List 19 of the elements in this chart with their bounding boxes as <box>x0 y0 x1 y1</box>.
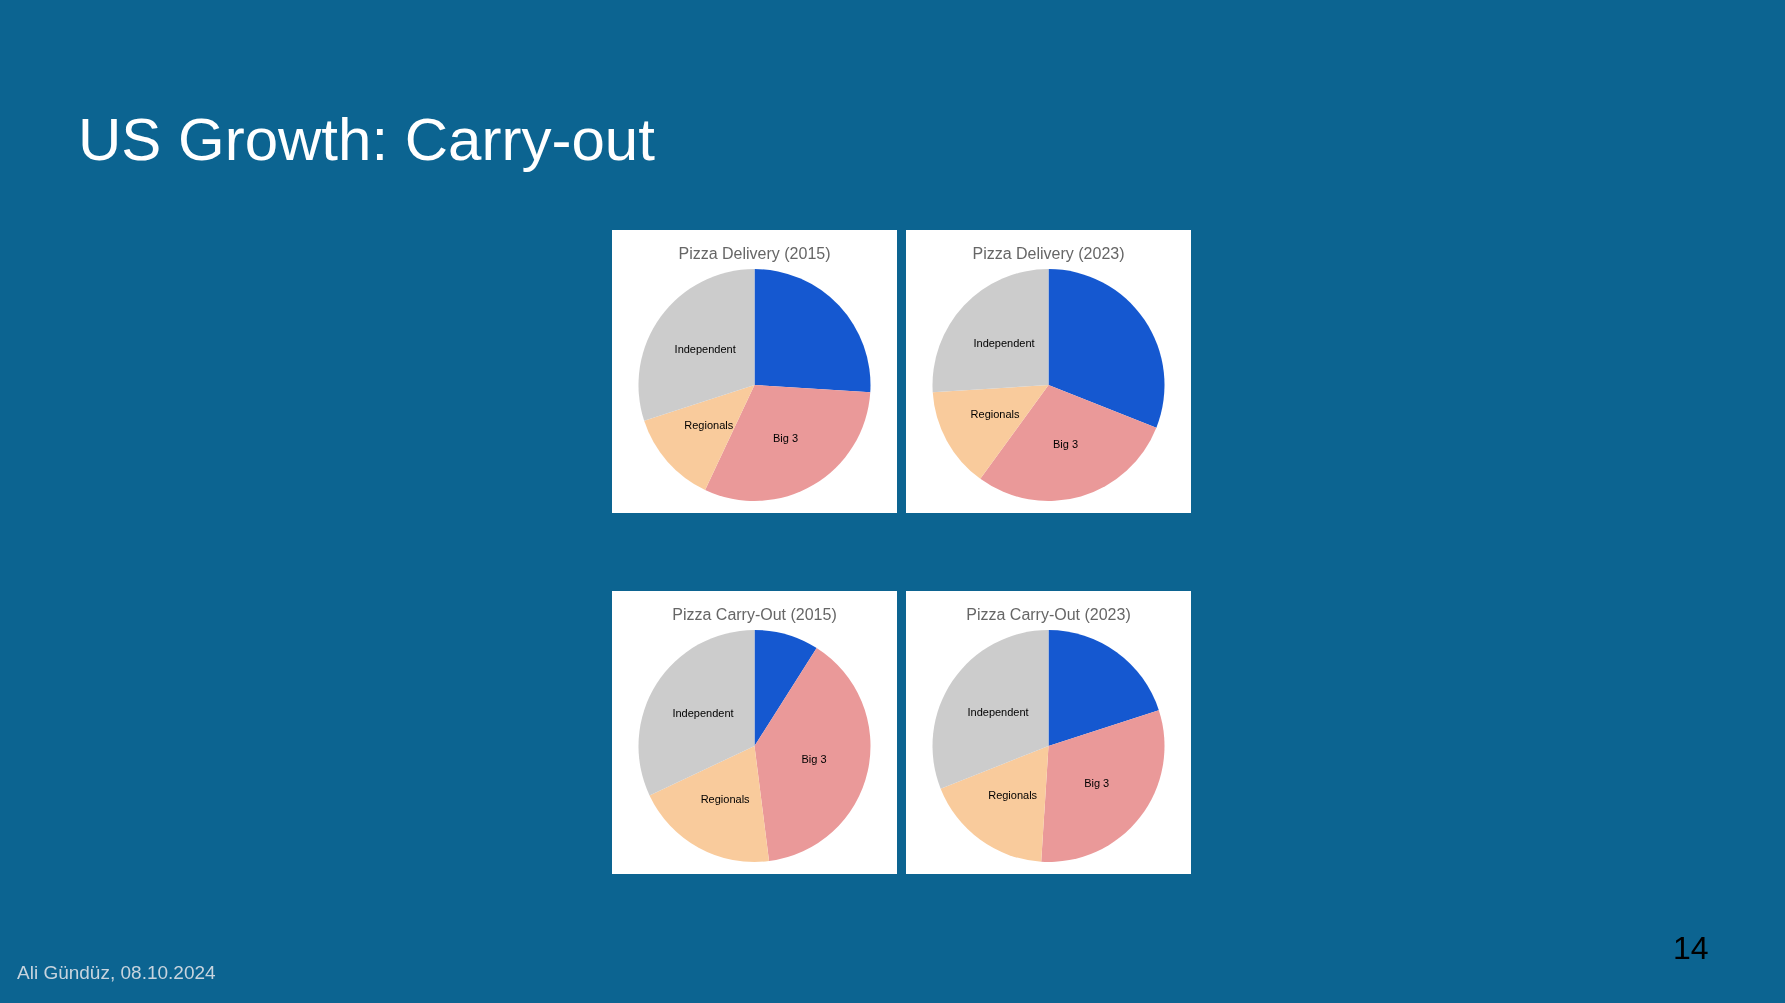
slice-label: Big 3 <box>801 753 827 766</box>
chart-title: Pizza Delivery (2015) <box>678 244 831 262</box>
slice-label: Regionals <box>684 419 734 432</box>
chart-title: Pizza Delivery (2023) <box>972 244 1125 262</box>
slice-label: Big 3 <box>1084 777 1110 790</box>
slice-label: Big 3 <box>1052 437 1079 450</box>
chart-title: Pizza Carry-Out (2023) <box>966 605 1131 623</box>
slice-label: Independent <box>672 707 734 720</box>
chart-title: Pizza Carry-Out (2015) <box>672 605 837 623</box>
slice-label: Independent <box>967 705 1029 718</box>
slice-label: Independent <box>674 343 736 356</box>
slice-label: Independent <box>973 337 1035 350</box>
slice-label: Regionals <box>700 793 751 806</box>
text: 14 <box>1673 930 1709 967</box>
slice-label: Regionals <box>970 408 1020 421</box>
text: US Growth: Carry-out <box>78 105 655 174</box>
text: Ali Gündüz, 08.10.2024 <box>17 962 216 984</box>
slice-label: Big 3 <box>773 431 799 444</box>
slice-label: Regionals <box>988 789 1038 802</box>
